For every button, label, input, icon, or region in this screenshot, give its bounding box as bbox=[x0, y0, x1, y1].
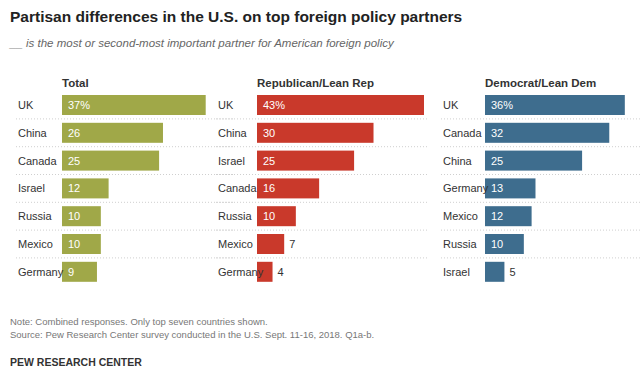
row-separator bbox=[441, 202, 640, 203]
row-separator bbox=[441, 174, 640, 175]
data-label: 9 bbox=[68, 266, 74, 278]
data-label: 30 bbox=[263, 127, 275, 139]
data-label: 12 bbox=[68, 182, 80, 194]
category-label: Israel bbox=[443, 266, 470, 278]
category-label: Mexico bbox=[218, 238, 253, 250]
row-separator bbox=[16, 230, 233, 231]
row-separator bbox=[216, 146, 428, 147]
data-label: 36% bbox=[491, 99, 513, 111]
category-label: Mexico bbox=[18, 238, 53, 250]
data-label: 25 bbox=[68, 155, 80, 167]
panel-title: Democrat/Lean Dem bbox=[485, 77, 596, 89]
category-label: Germany bbox=[218, 266, 264, 278]
row-separator bbox=[216, 230, 428, 231]
note: Note: Combined responses. Only top seven… bbox=[10, 316, 268, 327]
data-label: 25 bbox=[491, 155, 503, 167]
data-label: 25 bbox=[263, 155, 275, 167]
subtitle: __ is the most or second-most important … bbox=[9, 37, 395, 49]
panel: Democrat/Lean Dem UK 36% Canada 32 China 25 Ger… bbox=[441, 77, 640, 282]
panel-title: Republican/Lean Rep bbox=[257, 77, 374, 89]
row-separator bbox=[16, 174, 233, 175]
data-label: 26 bbox=[68, 127, 80, 139]
bars bbox=[485, 95, 625, 282]
panel: Republican/Lean Rep UK 43% China 30 Israel 25 C… bbox=[216, 77, 428, 282]
bars bbox=[62, 95, 206, 282]
row-separator bbox=[216, 257, 428, 258]
row-separator bbox=[441, 230, 640, 231]
chart-canvas: Partisan differences in the U.S. on top … bbox=[0, 0, 640, 380]
bar bbox=[485, 262, 504, 282]
category-label: Israel bbox=[18, 182, 45, 194]
category-label: Canada bbox=[443, 127, 482, 139]
bar bbox=[257, 206, 296, 226]
bar bbox=[485, 151, 582, 171]
row-separator bbox=[216, 174, 428, 175]
data-label: 43% bbox=[263, 99, 285, 111]
category-label: Mexico bbox=[443, 210, 478, 222]
data-label: 16 bbox=[263, 182, 275, 194]
category-label: Germany bbox=[18, 266, 64, 278]
data-label: 10 bbox=[263, 210, 275, 222]
bar bbox=[257, 123, 374, 143]
bar bbox=[62, 95, 206, 115]
data-label: 10 bbox=[68, 210, 80, 222]
row-separator bbox=[16, 202, 233, 203]
bar bbox=[62, 206, 101, 226]
data-label: 37% bbox=[68, 99, 90, 111]
category-label: Canada bbox=[18, 155, 57, 167]
category-label: UK bbox=[443, 99, 459, 111]
bar bbox=[62, 234, 101, 254]
bar bbox=[62, 178, 109, 198]
category-label: Russia bbox=[218, 210, 253, 222]
row-separator bbox=[16, 146, 233, 147]
bar bbox=[485, 206, 532, 226]
bar bbox=[257, 151, 354, 171]
data-label: 7 bbox=[289, 238, 295, 250]
bar bbox=[257, 234, 284, 254]
bar bbox=[485, 234, 524, 254]
data-label: 10 bbox=[68, 238, 80, 250]
category-label: China bbox=[443, 155, 473, 167]
bar bbox=[485, 178, 535, 198]
data-label: 13 bbox=[491, 182, 503, 194]
bar bbox=[62, 123, 163, 143]
bar bbox=[485, 123, 609, 143]
bars bbox=[257, 95, 424, 282]
category-label: China bbox=[18, 127, 48, 139]
bar bbox=[62, 262, 97, 282]
panel-title: Total bbox=[62, 77, 89, 89]
category-label: UK bbox=[18, 99, 34, 111]
row-separator bbox=[216, 202, 428, 203]
data-label: 12 bbox=[491, 210, 503, 222]
bar bbox=[485, 95, 625, 115]
category-label: Germany bbox=[443, 182, 489, 194]
bar bbox=[257, 178, 319, 198]
row-separator bbox=[441, 118, 640, 119]
source: Source: Pew Research Center survey condu… bbox=[10, 329, 374, 340]
bar bbox=[62, 151, 159, 171]
category-label: Israel bbox=[218, 155, 245, 167]
category-label: China bbox=[218, 127, 248, 139]
category-label: Russia bbox=[443, 238, 478, 250]
row-separator bbox=[216, 118, 428, 119]
credit: PEW RESEARCH CENTER bbox=[10, 356, 142, 368]
row-separator bbox=[16, 118, 233, 119]
category-label: UK bbox=[218, 99, 234, 111]
category-label: Russia bbox=[18, 210, 53, 222]
data-label: 32 bbox=[491, 127, 503, 139]
data-label: 10 bbox=[491, 238, 503, 250]
data-label: 4 bbox=[278, 266, 284, 278]
category-label: Canada bbox=[218, 182, 257, 194]
data-label: 5 bbox=[509, 266, 515, 278]
panel: Total UK 37% China 26 Canada 25 Israel 12 Russia 1… bbox=[16, 77, 233, 282]
row-separator bbox=[441, 146, 640, 147]
row-separator bbox=[441, 257, 640, 258]
bar bbox=[257, 95, 424, 115]
row-separator bbox=[16, 257, 233, 258]
title: Partisan differences in the U.S. on top … bbox=[10, 8, 462, 25]
